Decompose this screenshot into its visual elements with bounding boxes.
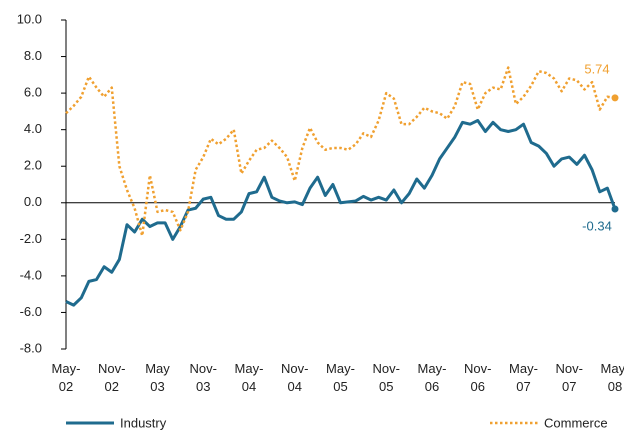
line-series [65,119,617,307]
y-tick-label: 2.0 [24,158,42,173]
legend-label: Commerce [544,415,608,430]
y-tick-label: 8.0 [24,48,42,63]
y-tick-label: 0.0 [24,194,42,209]
x-tick-label: Nov- 07 [555,361,583,394]
x-tick-label: May- 07 [509,361,538,394]
end-marker [611,94,619,102]
y-tick-label: -6.0 [20,304,42,319]
x-tick-label: Nov- 02 [98,361,126,394]
x-tick-label: Nov- 06 [464,361,492,394]
y-tick-label: 4.0 [24,121,42,136]
x-tick-label: May- 04 [234,361,264,394]
y-tick-label: -8.0 [20,340,42,355]
x-tick-label: May- 02 [51,361,81,394]
x-tick-label: May 03 [145,361,170,394]
y-tick-label: 6.0 [24,85,42,100]
x-tick-label: Nov- 03 [189,361,217,394]
x-tick-label: May- 05 [326,361,355,394]
x-tick-label: Nov- 05 [372,361,400,394]
value-label: 5.74 [584,61,609,76]
x-tick-label: May- 06 [417,361,447,394]
line-series [65,66,616,237]
x-tick-label: May- 08 [600,361,624,394]
legend-label: Industry [120,415,167,430]
y-tick-label: -2.0 [20,231,42,246]
y-tick-label: 10.0 [17,11,42,26]
y-tick-label: -4.0 [20,267,42,282]
value-label: -0.34 [582,218,612,233]
end-marker [611,205,619,213]
x-tick-label: Nov- 04 [281,361,309,394]
